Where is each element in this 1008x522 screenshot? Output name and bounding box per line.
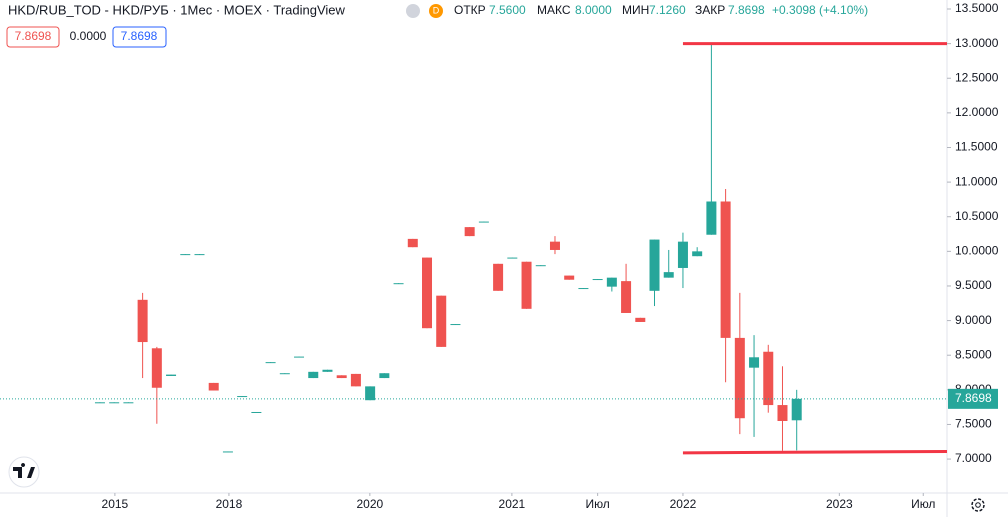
symbol-title: HKD/RUB_TOD - HKD/РУБ · 1Мес · MOEX · Tr… <box>8 2 346 17</box>
candle-body <box>720 201 731 338</box>
candle-body <box>621 281 632 313</box>
candle-body <box>123 402 134 404</box>
change: +0.3098 (+4.10%) <box>772 3 868 17</box>
candle-body <box>180 254 191 256</box>
candle-body <box>265 362 276 364</box>
candle-body <box>436 295 447 347</box>
candle-body <box>734 337 745 419</box>
ohlc-value: 7.5600 <box>489 3 526 17</box>
candle-body <box>151 348 162 388</box>
candle-body <box>493 263 504 291</box>
candle-body <box>251 411 262 413</box>
candle-body <box>749 357 760 368</box>
candle-body <box>308 371 319 379</box>
candle-body <box>194 254 205 256</box>
candle-body <box>109 402 120 404</box>
info-value: 7.8698 <box>121 29 158 43</box>
ohlc-label: МАКС <box>537 3 571 17</box>
candle-body <box>365 386 376 401</box>
y-tick-label: 8.5000 <box>955 347 992 361</box>
candle-body <box>94 402 105 404</box>
candle-body <box>564 275 575 280</box>
candle-body <box>507 257 518 259</box>
y-tick-label: 9.0000 <box>955 313 992 327</box>
y-tick-label: 13.0000 <box>955 36 999 50</box>
info-box <box>112 26 167 48</box>
info-value: 7.8698 <box>15 29 52 43</box>
ohlc-label: МИН <box>622 3 649 17</box>
settings-icon[interactable] <box>971 498 985 512</box>
info-value: 0.0000 <box>70 29 107 43</box>
x-tick-label: 2018 <box>216 497 243 511</box>
candle-body <box>777 405 788 421</box>
badge-text: D <box>433 5 440 15</box>
trend-line <box>682 449 948 455</box>
candle-body <box>521 261 532 309</box>
y-tick-label: 7.5000 <box>955 417 992 431</box>
candle-body <box>578 288 589 290</box>
ohlc-value: 8.0000 <box>575 3 612 17</box>
x-tick-label: Июл <box>911 497 935 511</box>
candle-body <box>663 272 674 278</box>
candle-body <box>791 398 802 421</box>
y-tick-label: 12.0000 <box>955 105 999 119</box>
candle-body <box>649 239 660 291</box>
last-price-label: 7.8698 <box>955 391 992 405</box>
ohlc-value: 7.1260 <box>649 3 686 17</box>
y-tick-label: 12.5000 <box>955 70 999 84</box>
badge <box>429 4 443 18</box>
y-tick-label: 7.0000 <box>955 451 992 465</box>
x-tick-label: 2023 <box>826 497 853 511</box>
candle-body <box>393 283 404 285</box>
candle-body <box>137 299 148 343</box>
x-tick-label: 2021 <box>499 497 526 511</box>
candle-body <box>379 373 390 379</box>
candle-body <box>407 238 418 248</box>
candle-body <box>208 382 219 391</box>
y-tick-label: 9.5000 <box>955 278 992 292</box>
y-tick-label: 13.5000 <box>955 1 999 15</box>
candle-body <box>635 317 646 322</box>
candle-body <box>549 241 560 250</box>
candle-body <box>237 396 248 398</box>
candle-body <box>763 351 774 406</box>
candle-body <box>350 373 361 387</box>
candle-body <box>279 373 290 375</box>
candle-body <box>478 221 489 223</box>
candle-body <box>294 356 305 358</box>
y-tick-label: 10.0000 <box>955 244 999 258</box>
candle-body <box>450 324 461 326</box>
candle-body <box>677 241 688 268</box>
info-box <box>6 26 60 48</box>
candle-body <box>592 279 603 281</box>
candle-body <box>692 251 703 257</box>
candle-body <box>222 451 233 453</box>
y-tick-label: 10.5000 <box>955 209 999 223</box>
x-tick-label: 2020 <box>356 497 383 511</box>
last-price-box <box>948 388 998 409</box>
ohlc-label: ЗАКР <box>695 3 725 17</box>
candle-body <box>422 257 433 329</box>
x-tick-label: 2022 <box>670 497 697 511</box>
candle-body <box>706 201 717 235</box>
ohlc-value: 7.8698 <box>728 3 765 17</box>
candle-body <box>336 375 347 379</box>
candle-body <box>606 277 617 287</box>
ohlc-label: ОТКР <box>454 3 486 17</box>
y-tick-label: 11.0000 <box>955 174 998 188</box>
candle-body <box>322 369 333 372</box>
candle-body <box>464 227 475 237</box>
badge-dot <box>406 4 420 18</box>
x-tick-label: Июл <box>585 497 609 511</box>
y-tick-label: 11.5000 <box>955 140 998 154</box>
tv-logo <box>8 456 40 488</box>
candle-body <box>166 374 177 376</box>
x-tick-label: 2015 <box>102 497 129 511</box>
candle-body <box>535 265 546 267</box>
